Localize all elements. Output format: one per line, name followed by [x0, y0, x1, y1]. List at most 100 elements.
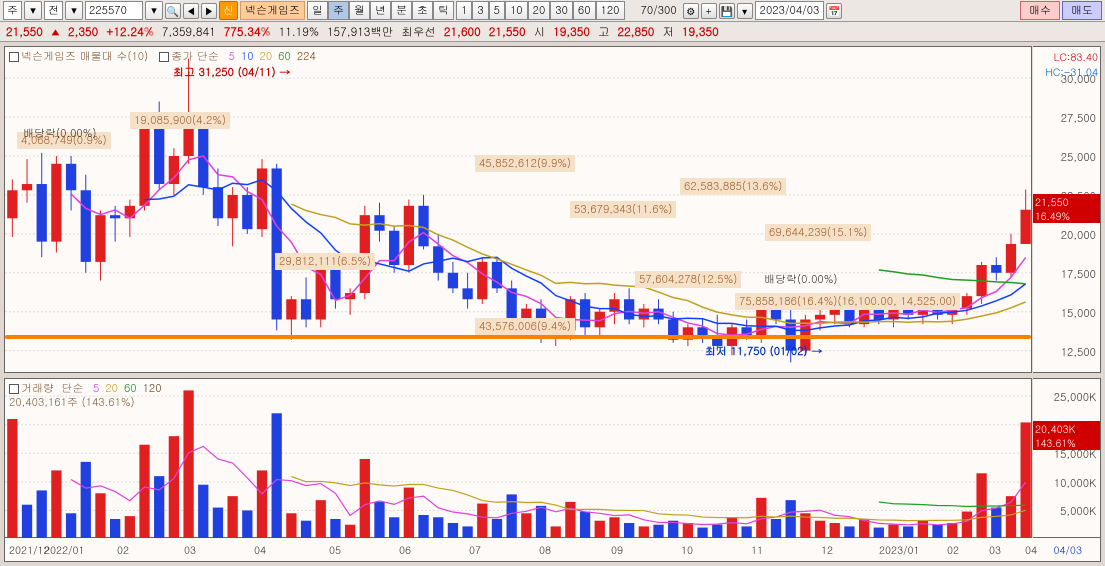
price-yaxis: LC:83.40 HC:-31.04 12,50015,00017,50020,…: [1033, 46, 1101, 373]
price-chart[interactable]: 넥슨게임즈 매물대 수(10) 종가 단순 5102060224 최고 31,2…: [4, 46, 1032, 373]
ytick-label: 15,000: [1061, 306, 1096, 321]
search-icon[interactable]: 🔍: [165, 3, 181, 19]
xtick-label: 12: [821, 542, 833, 557]
ytick-label: 30,000: [1061, 72, 1096, 87]
xtick-label: 2022/01: [44, 542, 85, 557]
xtick-label: 09: [611, 542, 623, 557]
volume-pct: 775.34%: [224, 24, 271, 40]
volume-profile-annotation: 53,679,343(11.6%): [570, 201, 676, 218]
period-select[interactable]: 주: [3, 1, 22, 20]
save-icon[interactable]: 💾: [719, 3, 735, 19]
volume-profile-annotation: 62,583,885(13.6%): [680, 178, 786, 195]
ytick-label: 25,000K: [1054, 390, 1096, 405]
xtick-label: 04: [254, 542, 266, 557]
xtick-label: 04: [1025, 542, 1037, 557]
high: 22,850: [617, 24, 654, 40]
ytick-label: 5,000K: [1060, 504, 1096, 519]
timeframe-button-초[interactable]: 초: [412, 1, 433, 20]
interval-button-120[interactable]: 120: [596, 1, 625, 20]
toolbar: 주▾ 전▾ ▾ 🔍 ◀ ▶ 신 넥슨게임즈 일주월년분초틱 1351020306…: [0, 0, 1105, 22]
xtick-label: 10: [681, 542, 693, 557]
dropdown-icon[interactable]: ▾: [145, 1, 163, 20]
volume-profile-annotation: 69,644,239(15.1%): [765, 224, 871, 241]
open: 19,350: [553, 24, 590, 40]
calendar-icon[interactable]: 📅: [826, 3, 842, 19]
buy-button[interactable]: 매수: [1020, 1, 1060, 20]
dropdown-icon[interactable]: ▾: [65, 1, 83, 20]
ticker-name: 넥슨게임즈: [240, 1, 305, 20]
ask: 21,550: [489, 24, 526, 40]
timeframe-button-년[interactable]: 년: [370, 1, 391, 20]
interval-button-30[interactable]: 30: [550, 1, 573, 20]
interval-button-10[interactable]: 10: [505, 1, 528, 20]
ytick-label: 10,000K: [1054, 476, 1096, 491]
info-bar: 21,550 ▲ 2,350 +12.24% 7,359,841 775.34%…: [0, 22, 1105, 42]
interval-button-20[interactable]: 20: [528, 1, 551, 20]
volume-chart[interactable]: 거래량 단순 52060120 20,403,161주 (143.61%): [4, 378, 1032, 538]
volume-profile-annotation: 19,085,900(4.2%): [130, 112, 230, 129]
xtick-label: 07: [469, 542, 481, 557]
ticker-input[interactable]: [85, 1, 143, 20]
ytick-label: 20,000: [1061, 228, 1096, 243]
timeframe-button-분[interactable]: 분: [391, 1, 412, 20]
price-change-pct: +12.24%: [106, 24, 154, 40]
volume-yaxis: 5,000K10,000K15,000K20,000K25,000K 20,40…: [1033, 378, 1101, 538]
volume-profile-annotation: 45,852,612(9.9%): [475, 155, 575, 172]
volume-summary: 20,403,161주 (143.61%): [9, 395, 135, 410]
ytick-label: 17,500: [1061, 267, 1096, 282]
tool-icon[interactable]: +: [701, 3, 717, 19]
xtick-label: 06: [399, 542, 411, 557]
priority-label: 최우선: [401, 24, 436, 40]
high-annotation: 최고 31,250 (04/11) →: [173, 65, 290, 80]
xtick-label: 08: [539, 542, 551, 557]
up-arrow-icon: ▲: [51, 25, 60, 39]
bid: 21,600: [444, 24, 481, 40]
timeframe-button-일[interactable]: 일: [307, 1, 328, 20]
volume-profile-annotation: 75,858,186(16.4%)(16,100.00, 14,525.00): [735, 293, 960, 310]
tool-icon[interactable]: ▾: [737, 3, 753, 19]
prev-icon[interactable]: ◀: [183, 3, 199, 19]
next-icon[interactable]: ▶: [201, 3, 217, 19]
xtick-label: 03: [184, 542, 196, 557]
tool-icon[interactable]: ⚙: [683, 3, 699, 19]
neon-badge: 신: [219, 1, 238, 20]
timeframe-button-주[interactable]: 주: [328, 1, 349, 20]
volume-profile-annotation: 배당락(0.00%): [760, 271, 842, 288]
xtick-label: 2023/01: [879, 542, 920, 557]
volume-profile-annotation: 57,604,278(12.5%): [635, 271, 741, 288]
timeframe-button-틱[interactable]: 틱: [433, 1, 454, 20]
x-axis: 2021/122022/0102030405060708091011122023…: [4, 538, 1101, 562]
volume: 7,359,841: [162, 24, 216, 40]
volume-legend: 거래량 단순 52060120: [9, 381, 162, 396]
amount: 157,913백만: [327, 24, 393, 40]
xtick-label: 11: [751, 542, 763, 557]
low: 19,350: [682, 24, 719, 40]
ytick-label: 27,500: [1061, 111, 1096, 126]
x-current-date: 04/03: [1054, 542, 1083, 557]
volume-marker: 20,403K 143.61%: [1033, 421, 1100, 450]
mode-select[interactable]: 전: [44, 1, 63, 20]
low-label: 저: [662, 24, 674, 40]
support-line: [5, 335, 1031, 339]
xtick-label: 02: [947, 542, 959, 557]
volume-profile-annotation: 29,812,111(6.5%): [275, 253, 375, 270]
interval-button-60[interactable]: 60: [573, 1, 596, 20]
xtick-label: 03: [989, 542, 1001, 557]
ratio: 11.19%: [279, 24, 319, 40]
date-input[interactable]: 2023/04/03: [755, 1, 825, 20]
sell-button[interactable]: 매도: [1062, 1, 1102, 20]
high-label: 고: [598, 24, 610, 40]
fraction-display: 70/300: [637, 3, 681, 18]
open-label: 시: [534, 24, 546, 40]
current-price: 21,550: [6, 24, 43, 40]
low-annotation: 최저 11,750 (01/02) →: [705, 344, 822, 359]
price-legend: 넥슨게임즈 매물대 수(10) 종가 단순 5102060224: [9, 49, 316, 64]
dropdown-icon[interactable]: ▾: [24, 1, 42, 20]
interval-button-1[interactable]: 1: [456, 1, 472, 20]
interval-button-3[interactable]: 3: [472, 1, 488, 20]
ytick-label: 12,500: [1061, 345, 1096, 360]
ytick-label: 25,000: [1061, 150, 1096, 165]
volume-profile-annotation: 배당락(0.00%): [19, 125, 101, 142]
timeframe-button-월[interactable]: 월: [349, 1, 370, 20]
interval-button-5[interactable]: 5: [489, 1, 505, 20]
